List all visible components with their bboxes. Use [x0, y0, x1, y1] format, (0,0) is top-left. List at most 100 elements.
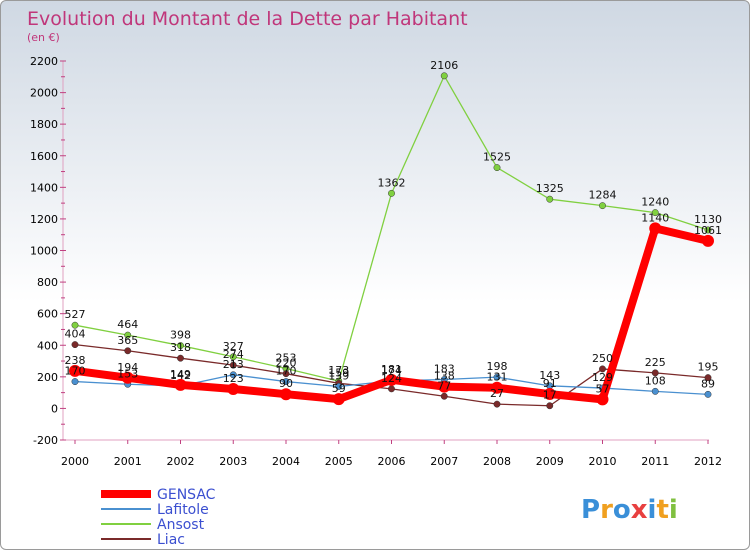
data-label-ansost: 1130 [694, 213, 722, 226]
data-point-lafitole [493, 373, 501, 381]
data-point-gensac [332, 393, 345, 406]
data-label-liac: 195 [698, 361, 719, 374]
x-tick-label: 2011 [641, 455, 669, 468]
data-point-ansost [651, 209, 659, 217]
data-point-liac [282, 370, 290, 378]
data-point-liac [388, 385, 395, 393]
data-label-ansost: 327 [223, 340, 244, 353]
data-label-liac: 404 [65, 328, 86, 341]
data-label-liac: 250 [592, 352, 613, 365]
data-label-gensac: 194 [117, 361, 138, 374]
y-tick-label: 600 [37, 308, 58, 321]
legend-label-ansost: Ansost [157, 517, 205, 533]
data-point-liac [599, 365, 606, 373]
data-label-lafitole: 142 [170, 369, 191, 382]
y-tick-label: 0 [51, 402, 58, 415]
y-tick-label: 1400 [30, 181, 58, 194]
data-label-lafitole: 170 [276, 365, 297, 378]
data-label-gensac: 123 [223, 372, 244, 385]
x-tick-label: 2000 [61, 455, 89, 468]
data-point-liac [229, 361, 237, 369]
data-point-ansost [71, 321, 79, 329]
logo-text: Proxiti [581, 495, 678, 525]
data-point-gensac [596, 393, 609, 406]
data-label-liac: 225 [645, 356, 666, 369]
data-point-gensac [280, 388, 292, 401]
data-point-gensac [702, 234, 714, 247]
data-label-ansost: 1284 [589, 189, 617, 202]
data-label-liac: 274 [223, 348, 244, 361]
y-tick-label: 1200 [30, 213, 58, 226]
data-label-gensac: 90 [279, 377, 293, 390]
data-label-liac: 17 [543, 389, 557, 402]
data-point-ansost [546, 195, 554, 203]
data-label-ansost: 1325 [536, 182, 564, 195]
y-tick-label: 400 [37, 339, 58, 352]
data-point-liac [177, 354, 184, 362]
data-point-ansost [493, 164, 501, 172]
y-tick-label: 1800 [30, 118, 58, 131]
data-point-liac [651, 369, 659, 377]
data-label-liac: 159 [328, 366, 349, 379]
data-point-gensac [69, 364, 81, 377]
data-point-lafitole [282, 378, 290, 386]
x-tick-label: 2010 [589, 455, 617, 468]
data-point-gensac [227, 382, 240, 395]
data-label-ansost: 173 [328, 364, 349, 377]
data-point-lafitole [335, 383, 343, 390]
data-label-liac: 220 [276, 357, 297, 370]
data-label-lafitole: 108 [645, 374, 666, 387]
data-label-gensac: 131 [487, 371, 508, 384]
data-label-liac: 365 [117, 334, 138, 347]
data-label-ansost: 1362 [378, 176, 406, 189]
data-point-gensac [491, 381, 503, 394]
data-label-lafitole: 129 [592, 371, 613, 384]
data-label-gensac: 91 [543, 377, 557, 390]
x-tick-label: 2001 [114, 455, 142, 468]
data-point-liac [546, 402, 554, 410]
y-tick-label: 1600 [30, 150, 58, 163]
data-point-lafitole [71, 378, 79, 386]
data-point-ansost [229, 353, 237, 361]
data-point-ansost [124, 331, 132, 339]
x-tick-label: 2004 [272, 455, 300, 468]
data-point-lafitole [651, 387, 659, 395]
data-point-gensac [438, 380, 451, 393]
data-label-liac: 318 [170, 341, 191, 354]
y-tick-label: 1000 [30, 245, 58, 258]
x-tick-label: 2003 [219, 455, 247, 468]
data-label-ansost: 2106 [430, 59, 458, 72]
y-tick-label: 200 [37, 371, 58, 384]
data-label-gensac: 59 [332, 382, 346, 395]
data-label-lafitole: 183 [434, 363, 455, 376]
data-point-gensac [543, 388, 556, 401]
legend-label-lafitole: Lafitole [157, 502, 209, 518]
y-tick-label: -200 [33, 434, 58, 447]
data-label-gensac: 57 [596, 382, 610, 395]
data-label-lafitole: 143 [539, 369, 560, 382]
data-label-lafitole: 170 [65, 365, 86, 378]
data-point-liac [704, 374, 712, 382]
legend-label-liac: Liac [157, 532, 185, 548]
chart-title: Evolution du Montant de la Dette par Hab… [27, 8, 468, 30]
data-point-ansost [177, 342, 184, 350]
data-point-ansost [388, 189, 395, 197]
data-point-liac [124, 347, 132, 355]
data-label-gensac: 181 [381, 363, 402, 376]
data-point-liac [440, 392, 448, 400]
y-tick-label: 800 [37, 276, 58, 289]
data-label-liac: 124 [381, 372, 402, 385]
data-label-gensac: 238 [65, 354, 86, 367]
y-tick-label: 2000 [30, 87, 58, 100]
data-point-gensac [174, 378, 187, 391]
data-label-ansost: 1240 [641, 196, 669, 209]
data-label-gensac: 1061 [694, 224, 722, 237]
x-tick-label: 2008 [483, 455, 511, 468]
data-label-liac: 27 [490, 387, 504, 400]
data-point-liac [71, 341, 79, 349]
x-tick-label: 2006 [378, 455, 406, 468]
data-label-lafitole: 89 [701, 377, 715, 390]
data-point-gensac [121, 371, 134, 384]
